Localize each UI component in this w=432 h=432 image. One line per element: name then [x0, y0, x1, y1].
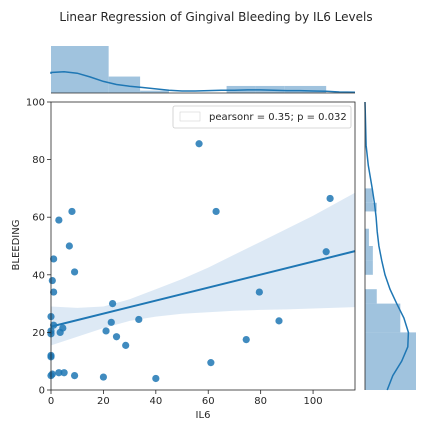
- x-tick-label: 20: [97, 396, 110, 407]
- x-tick-label: 0: [48, 396, 54, 407]
- y-tick-label: 60: [32, 213, 45, 224]
- marginal-x-kde: [50, 71, 356, 94]
- marginal-y-bar: [365, 303, 401, 333]
- scatter-point: [60, 369, 68, 377]
- marginal-x-bar: [51, 46, 109, 93]
- scatter-point: [99, 373, 108, 381]
- legend-swatch: [179, 111, 201, 122]
- marginal-x-bar: [284, 85, 327, 93]
- marginal-y-bar: [365, 260, 373, 275]
- scatter-point: [55, 369, 63, 377]
- scatter-point: [107, 318, 115, 326]
- legend: pearsonr = 0.35; p = 0.032: [172, 105, 352, 129]
- legend-box: [172, 105, 352, 129]
- scatter-point: [70, 268, 79, 276]
- x-axis-label: IL6: [196, 410, 211, 421]
- scatter-point: [50, 255, 58, 263]
- scatter-point: [122, 341, 130, 349]
- plot-frame: [50, 101, 356, 391]
- joint-plot: 0 20 40 60 80 100 0 20 40 60 80 100: [26, 98, 356, 407]
- scatter-point: [322, 248, 330, 256]
- y-tick-label: 100: [26, 98, 45, 109]
- marginal-y-bar: [365, 228, 369, 246]
- scatter-point: [55, 216, 63, 224]
- scatter-points: [47, 140, 334, 383]
- y-tick-label: 20: [32, 328, 45, 339]
- scatter-point: [108, 300, 117, 308]
- marginal-y-bar: [365, 202, 377, 212]
- marginal-y-bar: [365, 289, 377, 304]
- scatter-point: [48, 370, 56, 378]
- scatter-point: [70, 372, 79, 380]
- x-tick-label: 60: [202, 396, 215, 407]
- chart-title: Linear Regression of Gingival Bleeding b…: [59, 10, 372, 24]
- scatter-point: [112, 333, 121, 341]
- scatter-point: [59, 324, 67, 332]
- scatter-point: [207, 359, 215, 367]
- scatter-point: [255, 288, 263, 296]
- scatter-point: [275, 317, 283, 325]
- marginal-x-histogram: [50, 46, 356, 94]
- marginal-x-bar: [140, 90, 169, 93]
- y-tick-label: 40: [32, 270, 45, 281]
- scatter-point: [326, 194, 334, 203]
- y-axis-label: BLEEDING: [11, 220, 22, 271]
- marginal-y-bar: [365, 246, 373, 261]
- scatter-point: [68, 207, 76, 216]
- scatter-point: [212, 207, 220, 216]
- scatter-point: [152, 374, 160, 383]
- marginal-y-kde: [364, 101, 410, 391]
- scatter-point: [102, 327, 110, 335]
- scatter-point: [195, 140, 203, 148]
- marginal-y-bar: [365, 188, 373, 203]
- scatter-point: [135, 315, 143, 324]
- scatter-point: [50, 288, 58, 296]
- scatter-point: [48, 276, 56, 285]
- x-tick-label: 80: [254, 396, 267, 407]
- legend-label: pearsonr = 0.35; p = 0.032: [209, 112, 347, 123]
- x-tick-label: 40: [149, 396, 162, 407]
- y-tick-label: 0: [39, 386, 45, 397]
- scatter-point: [242, 336, 250, 344]
- confidence-band: [51, 192, 355, 346]
- scatter-point: [65, 242, 73, 250]
- y-tick-label: 80: [32, 155, 45, 166]
- x-tick-label: 100: [304, 396, 323, 407]
- axes: 0 20 40 60 80 100 0 20 40 60 80 100: [26, 98, 356, 407]
- regression-line: [50, 250, 356, 328]
- marginal-y-histogram: [364, 101, 416, 391]
